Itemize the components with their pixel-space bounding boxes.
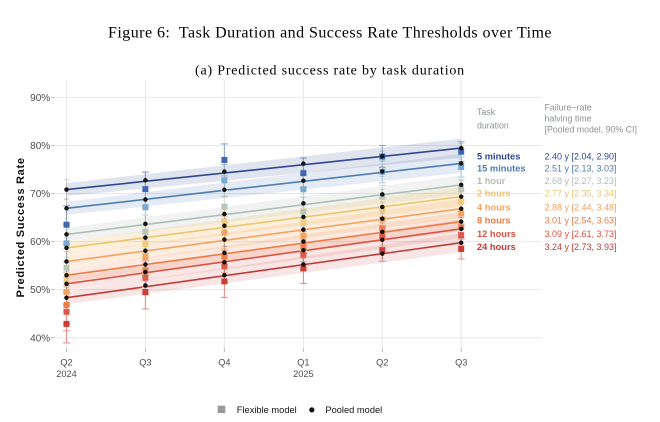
svg-text:Pooled model: Pooled model [325, 405, 382, 415]
svg-text:60%: 60% [30, 237, 50, 248]
svg-text:2 hours: 2 hours [477, 189, 511, 199]
svg-text:3.09 y [2.61, 3.73]: 3.09 y [2.61, 3.73] [545, 229, 617, 239]
svg-text:Q2: Q2 [60, 357, 72, 367]
svg-text:3.24 y [2.73, 3.93]: 3.24 y [2.73, 3.93] [545, 242, 617, 252]
svg-text:70%: 70% [30, 189, 50, 200]
svg-text:2.40 y [2.04, 2.90]: 2.40 y [2.04, 2.90] [545, 152, 617, 162]
svg-text:40%: 40% [30, 333, 50, 344]
svg-text:8 hours: 8 hours [477, 216, 511, 226]
svg-text:[Pooled model, 90% CI]: [Pooled model, 90% CI] [545, 125, 637, 135]
svg-text:Q3: Q3 [139, 357, 151, 367]
svg-text:2.51 y [2.13, 3.03]: 2.51 y [2.13, 3.03] [545, 164, 617, 174]
svg-text:Task: Task [477, 107, 496, 117]
svg-text:5 minutes: 5 minutes [477, 152, 520, 162]
svg-text:Q2: Q2 [376, 357, 388, 367]
svg-text:2.77 y [2.35, 3.34]: 2.77 y [2.35, 3.34] [545, 189, 617, 199]
svg-text:Q4: Q4 [218, 357, 230, 367]
svg-text:24 hours: 24 hours [477, 242, 516, 252]
svg-text:12 hours: 12 hours [477, 229, 516, 239]
svg-text:1 hour: 1 hour [477, 176, 506, 186]
svg-text:80%: 80% [30, 141, 50, 152]
svg-text:Q1: Q1 [297, 357, 309, 367]
svg-text:Q3: Q3 [455, 357, 467, 367]
svg-text:2.88 y [2.44, 3.48]: 2.88 y [2.44, 3.48] [545, 203, 617, 213]
svg-text:15 minutes: 15 minutes [477, 164, 526, 174]
svg-text:Failure−rate: Failure−rate [545, 103, 592, 113]
svg-text:Flexible model: Flexible model [237, 405, 297, 415]
svg-text:Predicted Success Rate: Predicted Success Rate [15, 157, 27, 297]
svg-text:Figure 6: Task Duration and S: Figure 6: Task Duration and Success Rate… [108, 25, 552, 42]
svg-text:90%: 90% [30, 93, 50, 104]
svg-text:2025: 2025 [293, 369, 313, 379]
svg-text:2.68 y [2.27, 3.23]: 2.68 y [2.27, 3.23] [545, 176, 617, 186]
svg-text:2024: 2024 [56, 369, 76, 379]
svg-text:halving time: halving time [545, 114, 592, 124]
svg-text:(a) Predicted success rate by: (a) Predicted success rate by task durat… [195, 64, 465, 79]
svg-text:4 hours: 4 hours [477, 203, 511, 213]
svg-text:duration: duration [477, 120, 509, 130]
svg-text:50%: 50% [30, 285, 50, 296]
svg-text:3.01 y [2.54, 3.63]: 3.01 y [2.54, 3.63] [545, 216, 617, 226]
